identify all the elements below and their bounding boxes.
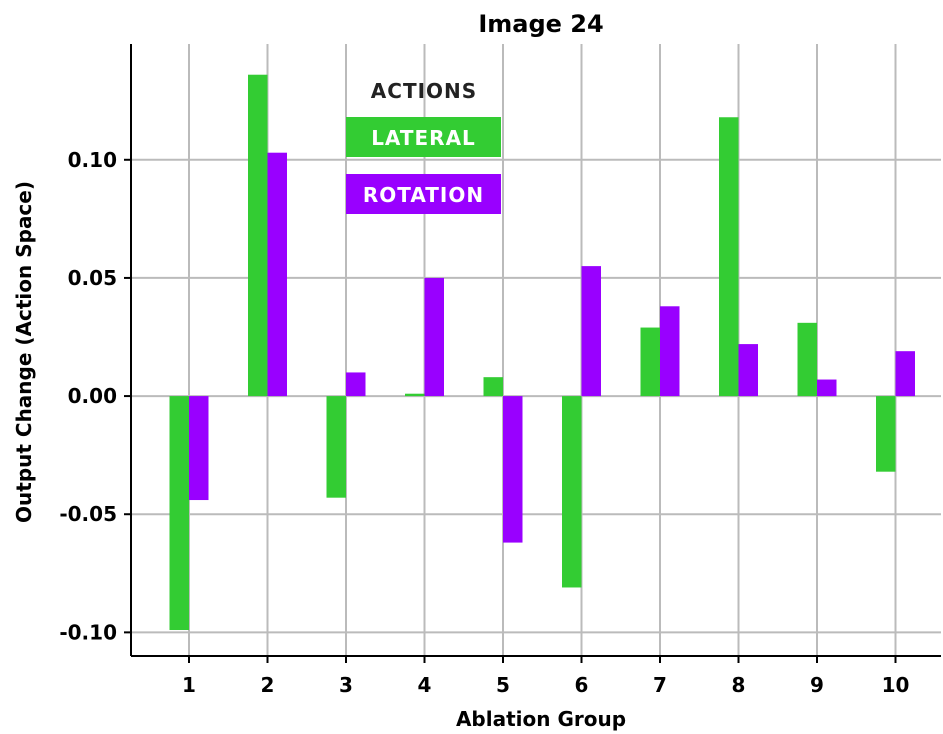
y-axis-label: Output Change (Action Space) xyxy=(12,181,36,523)
legend-swatch-lateral xyxy=(346,117,501,157)
y-tick-label: -0.05 xyxy=(59,502,117,526)
bar-lateral-8 xyxy=(719,117,739,397)
legend-swatch-rotation xyxy=(346,174,501,214)
bar-rotation-10 xyxy=(895,351,915,397)
bar-rotation-3 xyxy=(346,372,366,397)
legend-title: ACTIONS xyxy=(371,79,477,103)
bar-lateral-9 xyxy=(797,322,817,397)
bar-lateral-4 xyxy=(405,393,425,397)
y-tick-label: 0.05 xyxy=(68,266,117,290)
bar-lateral-1 xyxy=(169,396,189,631)
x-tick-label: 9 xyxy=(810,673,824,697)
bar-lateral-2 xyxy=(248,74,268,397)
bar-rotation-2 xyxy=(267,152,287,397)
x-tick-label: 8 xyxy=(732,673,746,697)
x-tick-label: 2 xyxy=(261,673,275,697)
bar-rotation-5 xyxy=(503,396,523,543)
legend-label-rotation: ROTATION xyxy=(363,183,484,207)
x-tick-label: 10 xyxy=(882,673,910,697)
bar-rotation-8 xyxy=(738,344,758,397)
bars xyxy=(169,74,915,631)
y-tick-label: 0.10 xyxy=(68,148,117,172)
y-tick-label: 0.00 xyxy=(68,384,117,408)
bar-rotation-9 xyxy=(817,379,837,397)
chart-title: Image 24 xyxy=(478,10,603,38)
x-axis-label: Ablation Group xyxy=(456,707,626,731)
tick-labels: 0.10 0.05 0.00 -0.05 -0.10 1 2 3 4 5 6 7 8 9 10 xyxy=(59,148,909,697)
x-tick-label: 5 xyxy=(496,673,510,697)
x-tick-label: 4 xyxy=(418,673,432,697)
bar-lateral-3 xyxy=(326,396,346,498)
y-tick-label: -0.10 xyxy=(59,620,117,644)
legend-label-lateral: LATERAL xyxy=(371,126,476,150)
x-tick-label: 1 xyxy=(182,673,196,697)
x-tick-label: 3 xyxy=(339,673,353,697)
bar-rotation-7 xyxy=(660,306,680,397)
x-tick-label: 6 xyxy=(575,673,589,697)
bar-lateral-5 xyxy=(483,377,503,397)
legend-items: LATERAL ROTATION xyxy=(346,117,501,214)
bar-rotation-6 xyxy=(581,266,601,397)
bar-rotation-4 xyxy=(424,277,444,397)
bar-rotation-1 xyxy=(189,396,209,501)
bar-lateral-7 xyxy=(640,327,660,397)
axes xyxy=(124,44,941,663)
bar-lateral-10 xyxy=(876,396,896,472)
bar-lateral-6 xyxy=(562,396,582,588)
x-tick-label: 7 xyxy=(653,673,667,697)
legend: ACTIONS LATERAL ROTATION xyxy=(346,79,501,214)
